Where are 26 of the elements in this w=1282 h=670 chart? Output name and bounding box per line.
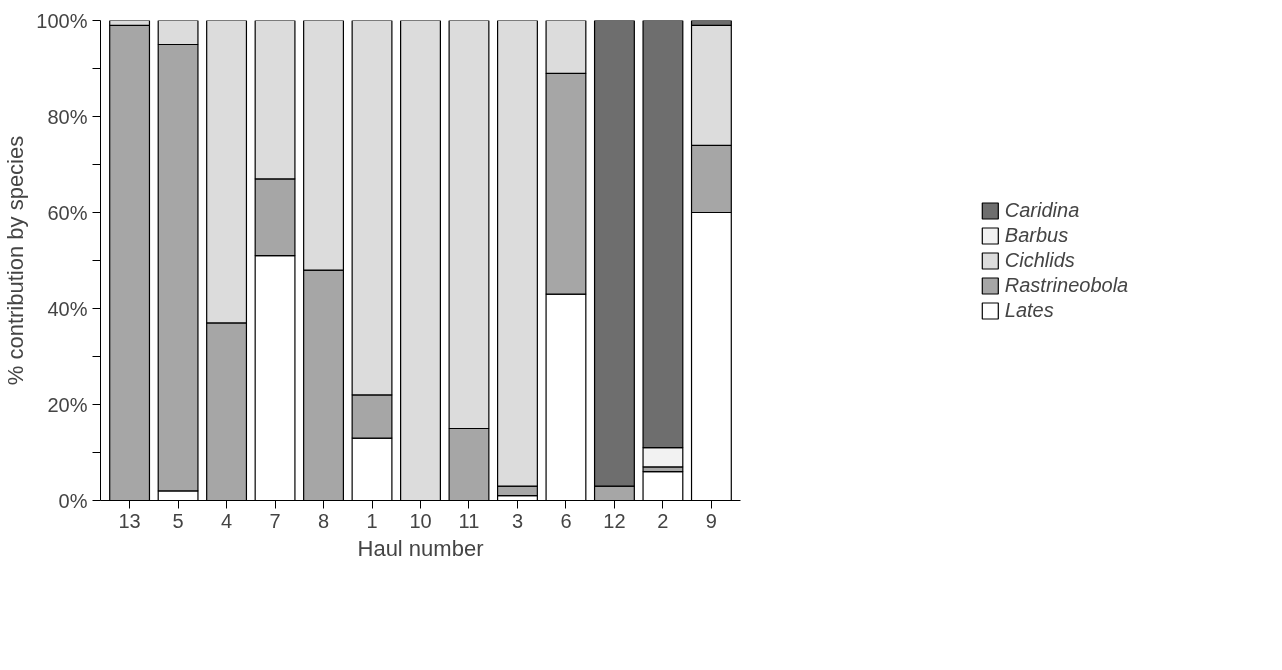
x-tick-label: 6	[560, 509, 572, 532]
legend-label: Rastrineobola	[1004, 273, 1129, 297]
y-tick-label: 0%	[58, 489, 88, 512]
x-axis-title: Haul number	[357, 535, 484, 561]
y-tick-label: 20%	[47, 393, 88, 416]
x-tick-label: 3	[511, 509, 524, 532]
x-tick-label: 7	[269, 509, 281, 532]
x-tick-label: 11	[458, 509, 480, 532]
y-tick-label: 80%	[47, 105, 88, 128]
y-tick-label: 60%	[47, 201, 88, 224]
y-axis-title: % contribution by species	[3, 135, 29, 386]
x-tick-label: 12	[603, 509, 626, 532]
legend-label: Caridina	[1004, 198, 1080, 222]
x-tick-label: 1	[366, 509, 378, 532]
x-tick-label: 2	[657, 509, 669, 532]
y-tick-label: 100%	[36, 9, 88, 32]
x-tick-label: 13	[118, 509, 141, 532]
x-tick-label: 4	[221, 509, 233, 532]
legend-label: Cichlids	[1004, 248, 1075, 272]
legend-label: Lates	[1004, 298, 1054, 322]
x-tick-label: 10	[409, 509, 432, 532]
x-tick-label: 9	[705, 509, 717, 532]
x-tick-label: 5	[172, 509, 184, 532]
y-tick-label: 40%	[47, 297, 88, 320]
legend-label: Barbus	[1004, 223, 1069, 247]
x-tick-label: 8	[317, 509, 330, 532]
